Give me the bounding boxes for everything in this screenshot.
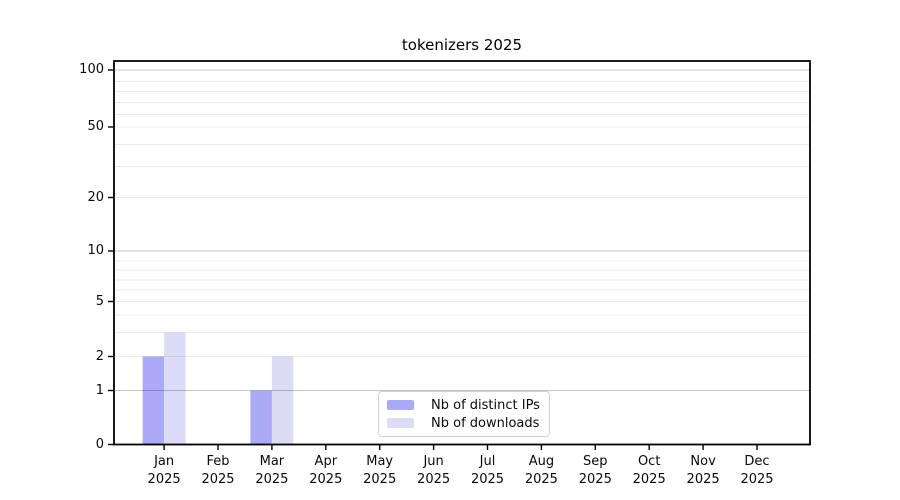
legend-swatch-downloads xyxy=(387,418,414,428)
legend: Nb of distinct IPs Nb of downloads xyxy=(378,391,550,437)
x-tick-label: Jul 2025 xyxy=(445,453,531,489)
y-tick-label: 50 xyxy=(87,119,104,134)
x-tick-label: Aug 2025 xyxy=(498,453,584,489)
x-tick-month: Jan xyxy=(154,454,175,469)
y-tick-label: 2 xyxy=(95,348,104,364)
x-tick-year: 2025 xyxy=(686,472,720,487)
y-tick-label: 0 xyxy=(95,436,104,452)
x-tick-month: Nov xyxy=(690,454,716,469)
plot-border xyxy=(113,60,811,446)
x-tick-label: Oct 2025 xyxy=(606,453,692,489)
x-tick-year: 2025 xyxy=(470,472,505,487)
x-tick-label: Dec 2025 xyxy=(714,453,800,489)
x-tick-month: May xyxy=(366,454,394,469)
x-tick-year: 2025 xyxy=(309,472,343,487)
x-tick-label: Sep 2025 xyxy=(552,453,638,489)
x-tick-year: 2025 xyxy=(740,472,774,487)
x-tick-label: Jan 2025 xyxy=(121,453,207,489)
legend-swatch-distinct-ips xyxy=(387,400,414,410)
x-tick-label: Nov 2025 xyxy=(660,453,746,489)
x-tick-year: 2025 xyxy=(363,472,397,487)
x-tick-label: Jun 2025 xyxy=(391,453,477,489)
legend-label-downloads: Nb of downloads xyxy=(431,415,540,431)
bar-mar-series0 xyxy=(250,390,272,445)
x-tick-month: Apr xyxy=(314,454,338,469)
x-tick-month: Feb xyxy=(206,454,230,469)
y-tick-label: 100 xyxy=(79,62,104,77)
x-tick-label: Mar 2025 xyxy=(229,453,315,489)
bar-mar-series1 xyxy=(271,356,294,445)
x-tick-year: 2025 xyxy=(147,472,181,487)
bar-jan-series0 xyxy=(142,356,165,445)
x-tick-month: Aug xyxy=(528,454,555,469)
x-tick-month: Jun xyxy=(423,454,444,469)
bar-jan-series1 xyxy=(164,332,186,445)
legend-item-downloads: Nb of downloads xyxy=(385,414,543,432)
x-tick-year: 2025 xyxy=(201,472,235,487)
x-tick-label: Apr 2025 xyxy=(283,453,369,489)
legend-item-distinct-ips: Nb of distinct IPs xyxy=(385,396,543,414)
y-tick-label: 10 xyxy=(87,243,104,258)
x-tick-year: 2025 xyxy=(524,472,558,487)
x-tick-month: Dec xyxy=(744,454,770,469)
x-tick-month: Mar xyxy=(259,454,285,469)
legend-label-distinct-ips: Nb of distinct IPs xyxy=(431,397,540,413)
y-tick-label: 5 xyxy=(95,293,104,309)
chart-title: tokenizers 2025 xyxy=(401,36,523,54)
y-tick-label: 20 xyxy=(87,189,104,205)
x-tick-label: May 2025 xyxy=(337,453,423,489)
x-tick-month: Sep xyxy=(583,454,608,469)
x-tick-year: 2025 xyxy=(255,472,289,487)
x-tick-label: Feb 2025 xyxy=(175,453,261,489)
x-tick-month: Jul xyxy=(479,454,496,469)
x-tick-year: 2025 xyxy=(417,472,451,487)
x-tick-month: Oct xyxy=(637,454,661,469)
y-tick-label: 1 xyxy=(95,382,104,398)
x-tick-year: 2025 xyxy=(632,472,666,487)
x-tick-year: 2025 xyxy=(578,472,612,487)
